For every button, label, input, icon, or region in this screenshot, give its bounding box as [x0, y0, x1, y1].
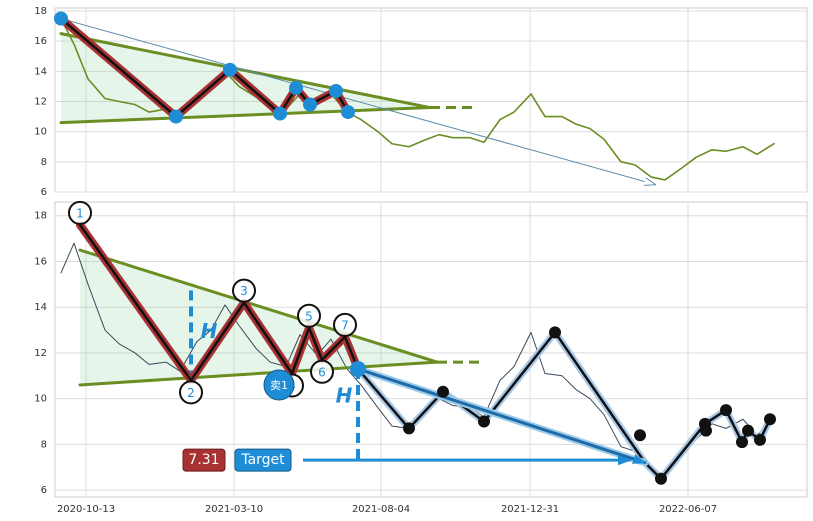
pattern-label: 5 [305, 309, 313, 323]
measure-label: H [336, 383, 353, 407]
pattern-point [54, 11, 68, 26]
pattern-point [329, 83, 343, 98]
y-tick-label: 8 [41, 439, 47, 450]
pattern-point [68, 200, 92, 225]
path-dot [700, 424, 712, 437]
pattern-point [289, 80, 303, 95]
path-dot [634, 429, 646, 442]
pattern-point [297, 303, 321, 328]
x-tick-label: 2021-03-10 [205, 504, 263, 515]
y-tick-label: 10 [34, 127, 47, 138]
y-tick-label: 18 [34, 6, 47, 17]
pattern-point [310, 359, 334, 384]
triangle-lower [78, 360, 439, 387]
x-tick-label: 2021-12-31 [501, 504, 559, 515]
projection-arrow [356, 367, 647, 465]
y-tick-label: 10 [34, 394, 47, 405]
y-tick-label: 14 [34, 66, 47, 77]
pattern-point [169, 109, 183, 124]
y-tick-label: 8 [41, 157, 47, 168]
pattern-point [223, 62, 237, 77]
path-dot [742, 424, 754, 437]
x-tick-label: 2021-08-04 [352, 504, 410, 515]
y-tick-label: 18 [34, 211, 47, 222]
pattern-point [341, 105, 355, 120]
signal-label: 卖1 [270, 379, 288, 392]
triangle-upper [78, 248, 439, 364]
y-tick-label: 6 [41, 187, 47, 198]
x-tick-label: 2020-10-13 [57, 504, 115, 515]
pattern-point [179, 380, 203, 405]
pattern-label: 2 [187, 386, 195, 400]
pattern-core [78, 223, 360, 382]
target-box [234, 448, 292, 472]
pattern-point [350, 360, 366, 377]
path-dot [549, 326, 561, 339]
path-dot [403, 422, 415, 435]
path-dot [764, 413, 776, 426]
trend-arrow [60, 18, 655, 185]
plot-frame [54, 7, 808, 193]
y-tick-label: 12 [34, 97, 47, 108]
y-tick-label: 14 [34, 302, 47, 313]
x-tick-label: 2022-06-07 [659, 504, 717, 515]
pattern-label: 3 [240, 284, 248, 298]
measure-label: H [201, 319, 218, 343]
path-dot [655, 472, 667, 485]
pattern-label: 1 [76, 206, 84, 220]
path-dot [754, 433, 766, 446]
triangle-lower [59, 106, 432, 125]
path-dot [736, 436, 748, 449]
pattern-point [273, 106, 287, 121]
path-dot [437, 385, 449, 398]
target-label: Target [240, 452, 285, 468]
pattern-point [303, 97, 317, 112]
path-dot [478, 415, 490, 428]
pattern-point [333, 312, 357, 337]
path-dot [720, 404, 732, 417]
pattern-label: 7 [341, 318, 349, 332]
pattern-label: 6 [318, 365, 326, 379]
pattern-point [232, 278, 256, 303]
y-tick-label: 6 [41, 485, 47, 496]
target-value-box [182, 448, 226, 472]
target-value: 7.31 [188, 452, 219, 468]
signal-marker [263, 369, 295, 401]
y-tick-label: 16 [34, 256, 47, 267]
y-tick-label: 16 [34, 36, 47, 47]
y-tick-label: 12 [34, 348, 47, 359]
